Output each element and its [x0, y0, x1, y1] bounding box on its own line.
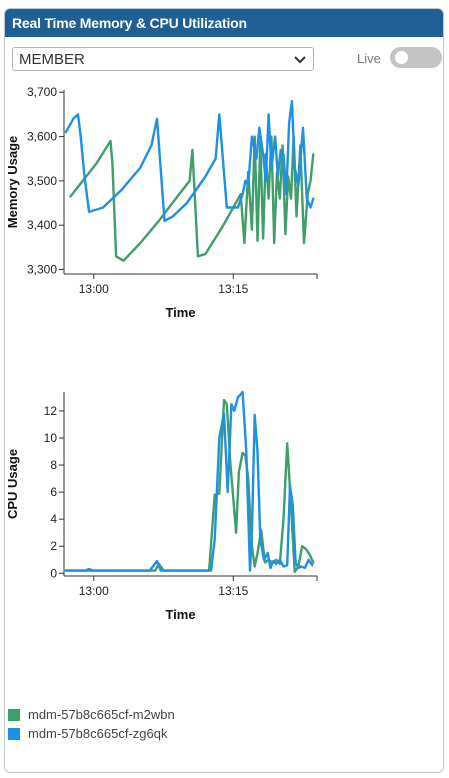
y-tick-label: 3,400 [27, 218, 57, 232]
x-tick-label: 13:15 [218, 282, 248, 296]
y-tick-label: 3,700 [27, 85, 57, 99]
utilization-panel: Real Time Memory & CPU Utilization MEMBE… [4, 8, 444, 773]
y-tick-label: 2 [50, 539, 57, 553]
x-tick-label: 13:00 [79, 282, 109, 296]
legend-item[interactable]: mdm-57b8c665cf-m2wbn [8, 706, 175, 725]
x-tick-label: 13:15 [218, 584, 248, 598]
y-axis-label: CPU Usage [5, 449, 20, 519]
y-tick-label: 3,300 [27, 263, 57, 277]
legend-item[interactable]: mdm-57b8c665cf-zg6qk [8, 725, 175, 744]
legend-label: mdm-57b8c665cf-zg6qk [28, 726, 168, 741]
x-tick-label: 13:00 [79, 584, 109, 598]
memory-chart: 3,300 3,400 3,500 3,600 3,700 13:00 13:15 Time M… [5, 85, 318, 320]
series-line-1 [69, 135, 315, 262]
live-label: Live [357, 51, 381, 66]
y-tick-label: 12 [44, 404, 58, 418]
y-tick-label: 0 [50, 566, 57, 580]
y-tick-label: 6 [50, 485, 57, 499]
x-axis-label: Time [165, 607, 195, 622]
panel-title: Real Time Memory & CPU Utilization [5, 9, 443, 37]
y-axis-label: Memory Usage [5, 136, 20, 228]
member-select[interactable]: MEMBER [12, 47, 314, 71]
member-select-value: MEMBER [19, 51, 85, 68]
chart-legend: mdm-57b8c665cf-m2wbn mdm-57b8c665cf-zg6q… [8, 706, 175, 744]
y-tick-label: 10 [44, 431, 58, 445]
y-tick-label: 3,500 [27, 174, 57, 188]
x-axis-label: Time [165, 305, 195, 320]
legend-swatch [8, 728, 20, 740]
cpu-chart: 0 2 4 6 8 10 12 13:00 13:15 Time CPU Usage [5, 390, 318, 622]
y-tick-label: 3,600 [27, 130, 57, 144]
y-tick-label: 8 [50, 458, 57, 472]
y-tick-label: 4 [50, 512, 57, 526]
chevron-down-icon [294, 56, 306, 64]
legend-swatch [8, 709, 20, 721]
live-toggle[interactable] [390, 47, 442, 68]
series-line-1 [64, 398, 315, 574]
legend-label: mdm-57b8c665cf-m2wbn [28, 707, 175, 722]
series-line-2 [64, 390, 314, 572]
series-line-2 [64, 99, 315, 223]
live-toggle-knob [395, 51, 408, 64]
